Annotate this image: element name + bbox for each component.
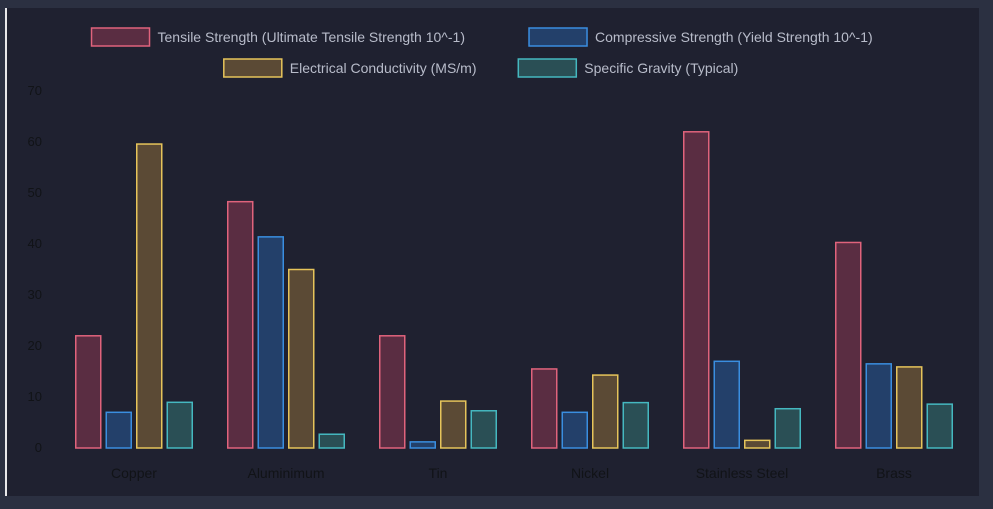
bar-nickel-series-4[interactable] — [622, 401, 649, 449]
y-tick-label: 50 — [28, 185, 42, 200]
bar-brass-series-3[interactable] — [896, 366, 923, 449]
bar-tin-series-2[interactable] — [409, 441, 436, 449]
bar-tin-series-4[interactable] — [470, 410, 497, 449]
legend-swatch-series-1[interactable] — [90, 27, 151, 47]
bar-nickel-series-2[interactable] — [561, 411, 588, 449]
y-tick-label: 0 — [35, 440, 42, 455]
bar-aluminimum-series-4[interactable] — [318, 433, 345, 449]
legend-swatch-series-3[interactable] — [223, 58, 283, 78]
x-tick-label: Nickel — [571, 465, 609, 481]
bar-stainless-steel-series-3[interactable] — [744, 439, 771, 449]
bar-aluminimum-series-2[interactable] — [257, 236, 284, 449]
y-tick-label: 30 — [28, 287, 42, 302]
legend-label-series-4[interactable]: Specific Gravity (Typical) — [584, 60, 738, 76]
legend-swatch-series-4[interactable] — [517, 58, 578, 78]
bar-stainless-steel-series-2[interactable] — [713, 360, 740, 449]
bar-aluminimum-series-3[interactable] — [288, 268, 315, 449]
x-tick-label: Brass — [876, 465, 912, 481]
legend-label-series-3[interactable]: Electrical Conductivity (MS/m) — [290, 60, 477, 76]
bar-copper-series-3[interactable] — [136, 143, 163, 449]
y-tick-label: 10 — [28, 389, 42, 404]
x-tick-label: Stainless Steel — [696, 465, 789, 481]
bar-copper-series-1[interactable] — [75, 335, 102, 449]
bar-copper-series-2[interactable] — [105, 411, 132, 449]
bar-aluminimum-series-1[interactable] — [227, 200, 254, 449]
bar-stainless-steel-series-1[interactable] — [683, 131, 710, 449]
legend-swatch-series-2[interactable] — [528, 27, 588, 47]
x-tick-label: Copper — [111, 465, 157, 481]
bar-tin-series-1[interactable] — [379, 335, 406, 449]
x-tick-label: Tin — [429, 465, 448, 481]
x-tick-label: Aluminimum — [247, 465, 324, 481]
bar-brass-series-2[interactable] — [865, 363, 892, 449]
y-tick-label: 70 — [28, 83, 42, 98]
legend-label-series-1[interactable]: Tensile Strength (Ultimate Tensile Stren… — [158, 29, 465, 45]
bar-nickel-series-3[interactable] — [592, 374, 619, 449]
bar-tin-series-3[interactable] — [440, 400, 467, 449]
bar-brass-series-1[interactable] — [835, 241, 862, 449]
bar-nickel-series-1[interactable] — [531, 368, 558, 449]
bar-stainless-steel-series-4[interactable] — [774, 407, 801, 449]
panel-left-border — [5, 8, 7, 496]
y-tick-label: 40 — [28, 236, 42, 251]
bar-brass-series-4[interactable] — [926, 403, 953, 449]
y-tick-label: 20 — [28, 338, 42, 353]
y-tick-label: 60 — [28, 134, 42, 149]
legend-label-series-2[interactable]: Compressive Strength (Yield Strength 10^… — [595, 29, 873, 45]
bar-copper-series-4[interactable] — [166, 401, 193, 449]
